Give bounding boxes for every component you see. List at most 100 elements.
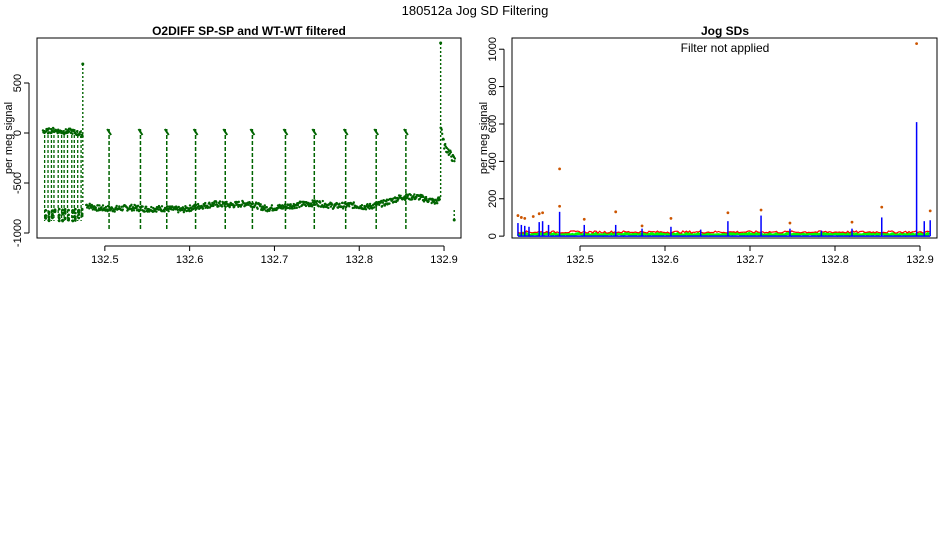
o2diff-point xyxy=(425,197,428,201)
o2diff-point xyxy=(47,210,51,214)
o2diff-point xyxy=(104,205,108,209)
o2diff-point xyxy=(63,216,67,220)
jog-sd-x-axis: 132.5 132.6 132.7 132.8 132.9 xyxy=(566,245,934,266)
o2diff-point xyxy=(440,128,443,131)
o2diff-point xyxy=(317,205,320,208)
o2diff-point xyxy=(259,203,262,206)
o2diff-point xyxy=(77,216,81,220)
o2diff-y-tick-label: -500 xyxy=(12,172,24,194)
jog-sd-chart-title: Jog SDs xyxy=(701,24,749,38)
o2diff-point xyxy=(157,208,160,211)
o2diff-point xyxy=(445,146,448,150)
sd-outlier-point xyxy=(669,216,673,220)
sd-outlier-point xyxy=(915,42,918,46)
o2diff-point xyxy=(340,205,343,208)
o2diff-point xyxy=(90,206,93,209)
jog-sd-plot-frame xyxy=(511,37,938,239)
o2diff-point xyxy=(444,142,447,146)
o2diff-point xyxy=(247,203,250,206)
filter-status-annotation: Filter not applied xyxy=(681,41,770,55)
o2diff-point xyxy=(155,210,158,213)
o2diff-point xyxy=(78,132,81,136)
o2diff-point xyxy=(304,204,308,208)
o2diff-point xyxy=(57,214,61,217)
o2diff-point xyxy=(44,214,48,218)
o2diff-point xyxy=(73,215,77,218)
o2diff-point xyxy=(446,151,449,154)
o2diff-point xyxy=(215,201,218,204)
o2diff-point xyxy=(415,196,418,199)
sd-outlier-point xyxy=(726,211,730,215)
o2diff-point xyxy=(181,208,184,212)
o2diff-point xyxy=(293,206,296,210)
jog-sd-x-tick-label: 132.5 xyxy=(566,254,594,266)
o2diff-point xyxy=(71,215,75,219)
o2diff-jog-cap xyxy=(249,128,256,136)
o2diff-point xyxy=(380,199,383,203)
o2diff-point xyxy=(427,199,430,203)
o2diff-point xyxy=(132,209,136,212)
o2diff-point xyxy=(258,205,262,208)
o2diff-point xyxy=(64,128,68,131)
o2diff-point xyxy=(341,201,344,204)
o2diff-jog-cap xyxy=(342,128,349,136)
o2diff-point xyxy=(145,205,148,209)
o2diff-x-tick-label: 132.9 xyxy=(430,254,458,266)
jog-sd-x-tick-label: 132.7 xyxy=(736,254,764,266)
o2diff-point xyxy=(163,210,166,213)
o2diff-point xyxy=(265,205,269,209)
jog-sd-y-axis: 0 200 400 600 800 1000 xyxy=(487,37,505,239)
o2diff-point xyxy=(208,201,211,204)
sd-outlier-point xyxy=(880,205,884,209)
sd-outlier-point xyxy=(928,209,932,213)
o2diff-point xyxy=(165,205,169,208)
o2diff-point xyxy=(204,201,207,205)
o2diff-point xyxy=(409,193,412,197)
o2diff-point xyxy=(263,204,266,207)
o2diff-jog-cap xyxy=(373,128,380,136)
o2diff-point xyxy=(315,202,318,205)
o2diff-point xyxy=(47,127,51,130)
o2diff-point xyxy=(136,204,140,208)
o2diff-point xyxy=(298,205,301,209)
o2diff-x-tick-label: 132.6 xyxy=(176,254,204,266)
sd-outlier-point xyxy=(519,216,523,219)
o2diff-point xyxy=(47,215,51,219)
o2diff-point xyxy=(184,204,187,208)
o2diff-jog-cap xyxy=(137,128,144,136)
sd-outlier-point xyxy=(850,220,854,224)
o2diff-point xyxy=(256,207,259,210)
o2diff-point xyxy=(321,199,324,203)
o2diff-point xyxy=(299,200,303,204)
o2diff-point xyxy=(177,211,180,214)
o2diff-point xyxy=(348,205,351,208)
o2diff-point xyxy=(52,127,55,130)
o2diff-point xyxy=(388,202,391,205)
o2diff-point xyxy=(67,217,70,221)
sd-outlier-point xyxy=(531,215,535,218)
o2diff-jog-cap xyxy=(192,128,199,136)
o2diff-point xyxy=(94,206,98,210)
o2diff-point xyxy=(353,206,356,209)
o2diff-point xyxy=(378,203,381,207)
o2diff-point xyxy=(63,211,67,215)
o2diff-point xyxy=(202,207,205,210)
o2diff-point xyxy=(237,200,241,204)
o2diff-point xyxy=(442,138,445,141)
o2diff-point xyxy=(436,202,439,205)
o2diff-point xyxy=(88,202,91,205)
o2diff-point xyxy=(71,208,75,212)
o2diff-jog-cap xyxy=(163,128,170,136)
o2diff-point xyxy=(130,203,133,207)
o2diff-point xyxy=(418,197,422,200)
o2diff-point xyxy=(225,200,228,204)
sd-outlier-point xyxy=(516,214,520,217)
sd-outlier-point xyxy=(614,210,618,214)
o2diff-x-tick-label: 132.8 xyxy=(345,254,373,266)
o2diff-point xyxy=(67,208,70,212)
o2diff-point xyxy=(233,204,236,207)
o2diff-point xyxy=(88,207,91,210)
o2diff-point xyxy=(177,205,180,209)
o2diff-point xyxy=(44,216,48,220)
sd-outlier-point xyxy=(558,167,561,171)
